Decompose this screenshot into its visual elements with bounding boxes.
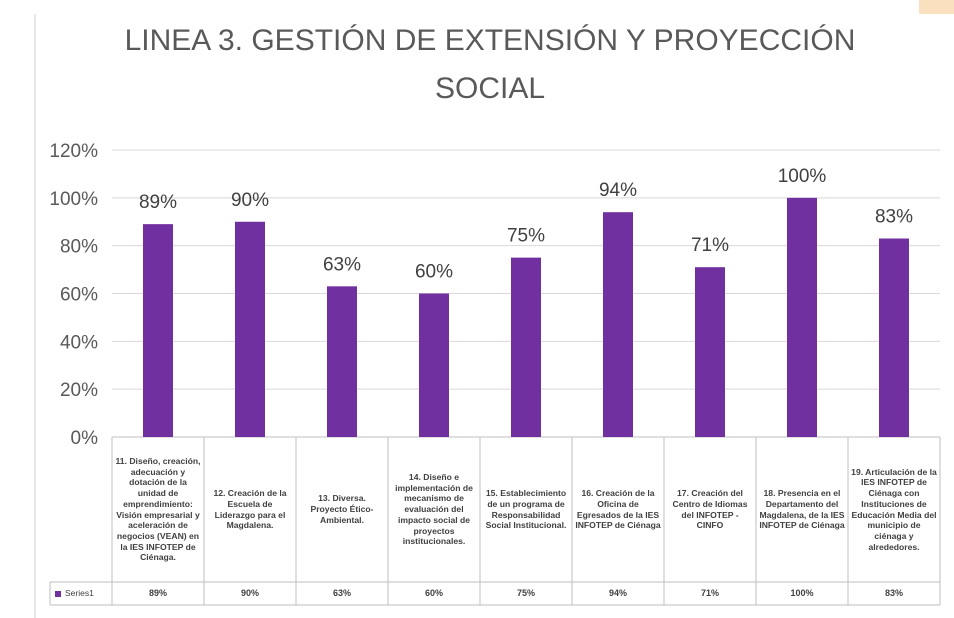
data-label: 60% [415, 262, 453, 283]
data-label: 71% [691, 235, 729, 256]
legend-key [55, 591, 61, 597]
bar [419, 293, 449, 437]
y-tick-label: 0% [71, 428, 99, 449]
y-tick-label: 80% [60, 237, 98, 258]
bar [327, 286, 357, 437]
chart-title: SOCIAL [435, 72, 545, 105]
x-tick-label: 15. Establecimiento de un programa de Re… [485, 488, 567, 531]
table-value: 60% [424, 587, 443, 598]
x-tick-label: 19. Articulación de la IES INFOTEP de Ci… [851, 466, 937, 552]
x-tick-label: 13. Diversa. Proyecto Ético-Ambiental. [310, 493, 374, 525]
data-label: 63% [323, 254, 361, 275]
table-value: 83% [884, 587, 903, 598]
x-tick-label: 16. Creación de la Oficina de Egresados … [575, 488, 661, 531]
table-value: 89% [148, 587, 167, 598]
y-tick-label: 60% [60, 285, 98, 306]
table-value: 94% [608, 587, 627, 598]
x-tick-label: 18. Presencia en el Departamento del Mag… [759, 488, 845, 531]
x-tick-label: 17. Creación del Centro de Idiomas del I… [672, 488, 748, 531]
x-tick-label: 11. Diseño, creación, adecuación y dotac… [115, 455, 201, 563]
bar [879, 238, 909, 437]
table-value: 100% [790, 587, 814, 598]
table-value: 63% [332, 587, 351, 598]
y-tick-label: 100% [49, 189, 98, 210]
chart-title: LINEA 3. GESTIÓN DE EXTENSIÓN Y PROYECCI… [125, 24, 856, 57]
table-value: 90% [240, 587, 259, 598]
data-label: 83% [875, 206, 913, 227]
data-label: 94% [599, 180, 637, 201]
data-label: 89% [139, 192, 177, 213]
x-tick-label: 14. Diseño e implementación de mecanismo… [395, 471, 473, 547]
legend-label: Series1 [65, 588, 94, 599]
bar [603, 212, 633, 437]
x-tick-label: 12. Creación de la Escuela de Liderazgo … [213, 488, 287, 531]
data-label: 100% [778, 166, 827, 187]
bar [695, 267, 725, 437]
table-value: 75% [516, 587, 535, 598]
decoration [919, 0, 954, 14]
data-label: 75% [507, 226, 545, 247]
y-tick-label: 20% [60, 380, 98, 401]
data-label: 90% [231, 190, 269, 211]
bar [235, 221, 265, 437]
bar [143, 224, 173, 437]
y-tick-label: 120% [49, 141, 98, 162]
bar [511, 257, 541, 437]
bar [787, 197, 817, 437]
y-tick-label: 40% [60, 332, 98, 353]
table-value: 71% [700, 587, 719, 598]
